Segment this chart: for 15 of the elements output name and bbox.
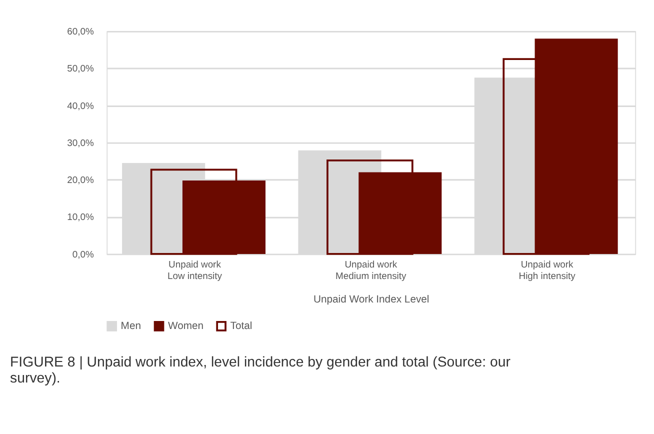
y-tick-label: 10,0% [67,211,95,222]
legend-label: Women [168,321,204,332]
y-tick-label: 30,0% [67,136,95,148]
x-tick-label: Unpaid work Medium intensity [336,258,407,281]
y-tick-label: 40,0% [67,100,95,111]
y-tick-label: 50,0% [67,62,95,74]
y-tick-label: 20,0% [67,174,95,186]
y-tick-label: 0,0% [72,248,95,260]
x-axis-title: Unpaid Work Index Level [313,294,430,306]
caption: FIGURE 8 | Unpaid work index, level incidence by gender and total (Source: our survey). [10,353,511,386]
x-tick-label: Unpaid work Low intensity [167,258,222,281]
legend-label: Men [120,321,142,332]
x-tick-label: Unpaid work High intensity [518,258,576,281]
y-tick-label: 60,0% [67,26,95,37]
legend-label: Total [230,321,252,332]
